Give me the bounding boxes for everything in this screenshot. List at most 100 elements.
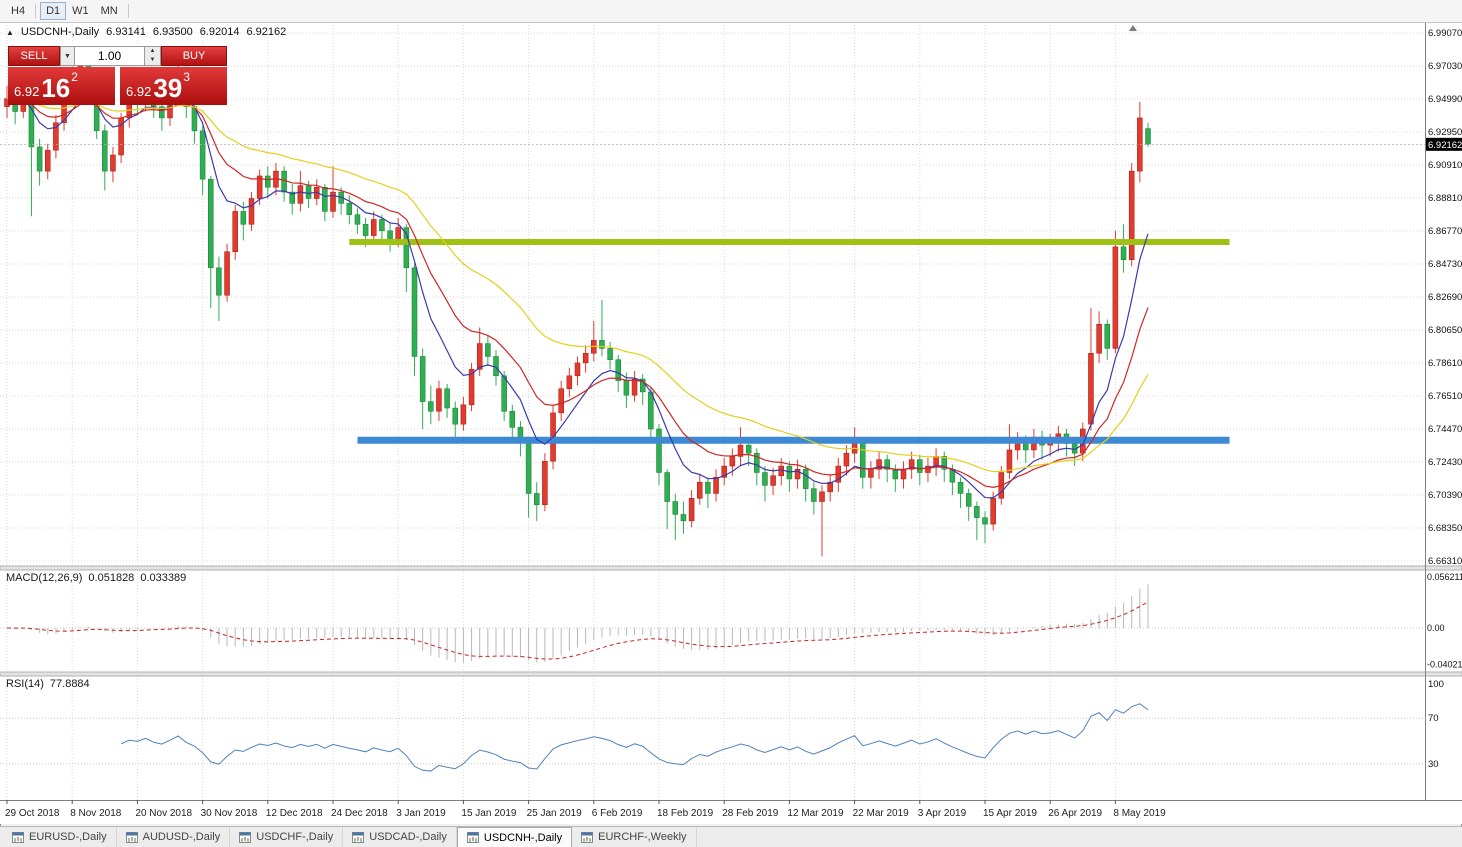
date-label: 12 Dec 2018 [266,808,323,819]
date-label: 12 Mar 2019 [787,808,844,819]
price-axis-label: 6.99070 [1428,28,1462,39]
macd-signal-value: 0.033389 [140,572,187,584]
tab-label: USDCNH-,Daily [483,831,563,844]
date-label: 8 Nov 2018 [70,808,122,819]
chart-background [0,22,1462,824]
ohlc-high: 6.93500 [152,26,193,38]
macd-pane-title: MACD(12,26,9) 0.051828 0.033389 [6,572,186,584]
date-label: 24 Dec 2018 [331,808,388,819]
ohlc-open: 6.93141 [106,26,146,38]
date-label: 28 Feb 2019 [722,808,779,819]
stepper-up-icon[interactable]: ▲ [149,48,156,54]
price-axis-label: 6.92950 [1428,127,1462,138]
volume-stepper[interactable]: ▲ ▼ [145,46,161,66]
collapse-trade-panel-icon[interactable]: ▲ [6,27,14,37]
price-axis-label: 6.76510 [1428,391,1462,402]
date-label: 18 Feb 2019 [657,808,714,819]
bid-price-major: 6.92 [14,84,40,99]
rsi-axis-label: 100 [1428,679,1444,690]
date-label: 6 Feb 2019 [592,808,643,819]
date-label: 3 Apr 2019 [918,808,967,819]
chart-icon [352,831,365,843]
price-axis-label: 6.84730 [1428,259,1462,270]
tab-label: AUDUSD-,Daily [142,831,221,843]
volume-input[interactable] [75,46,145,66]
stepper-down-icon[interactable]: ▼ [149,57,156,63]
price-axis-label: 6.97030 [1428,61,1462,72]
buy-button[interactable]: BUY [161,46,227,66]
sell-button[interactable]: SELL [8,46,60,66]
volume-dropdown-button[interactable]: ▼ [60,46,75,66]
chart-tab[interactable]: USDCAD-,Daily [343,827,457,847]
tab-label: EURCHF-,Weekly [598,831,687,843]
date-label: 3 Jan 2019 [396,808,446,819]
ma-medium-red [6,97,1149,489]
buy-price-box[interactable]: 6.92 39 3 [120,67,227,105]
ask-price-point: 3 [183,70,190,84]
chart-tab[interactable]: USDCNH-,Daily [456,827,573,847]
charts-tab-bar: EURUSD-,Daily AUDUSD-,Daily USDCHF-,Daily U… [0,826,1462,847]
macd-signal-line [6,601,1149,660]
macd-axis-label: 0.00 [1427,623,1445,633]
bid-price-point: 2 [71,70,78,84]
rsi-line [120,703,1149,772]
rsi-pane-title: RSI(14) 77.8884 [6,678,90,690]
tab-label: USDCHF-,Daily [256,831,334,843]
symbol-title: USDCNH-,Daily [20,26,100,38]
date-label: 15 Jan 2019 [461,808,516,819]
last-bar-marker [1129,25,1137,31]
timeframe-button-d1[interactable]: D1 [40,2,67,20]
chart-tab[interactable]: AUDUSD-,Daily [117,827,231,847]
chart-tab[interactable]: EURCHF-,Weekly [572,827,697,847]
date-label: 20 Nov 2018 [135,808,192,819]
chevron-down-icon: ▼ [64,52,71,60]
chart-icon [466,832,479,843]
rsi-indicator-name: RSI(14) [6,678,44,690]
pane-splitter[interactable] [0,565,1462,571]
date-label: 29 Oct 2018 [5,808,60,819]
date-label: 26 Apr 2019 [1048,808,1102,819]
price-axis-label: 6.82690 [1428,292,1462,303]
timeframe-button-mn[interactable]: MN [95,2,124,20]
chart-icon [125,831,138,843]
rsi-axis-label: 70 [1428,713,1439,724]
price-axis-label: 6.72430 [1428,457,1462,468]
price-axis-label: 6.78610 [1428,358,1462,369]
date-label: 30 Nov 2018 [201,808,258,819]
macd-axis-label: -0.040218 [1427,660,1462,670]
chart-tab[interactable]: USDCHF-,Daily [230,827,344,847]
timeframe-toolbar: H4 D1 W1 MN [0,0,1462,23]
symbol-ohlc-line: ▲ USDCNH-,Daily 6.93141 6.93500 6.92014 … [6,26,286,38]
current-price-tag [1426,137,1462,151]
chart-icon [581,831,594,843]
price-axis[interactable]: 6.99070 6.97030 6.94990 6.92950 6.90910 6.888… [1428,28,1462,567]
price-axis-label: 6.66310 [1428,556,1462,567]
sell-price-box[interactable]: 6.92 16 2 [8,67,115,105]
date-label: 15 Apr 2019 [983,808,1037,819]
macd-axis-label: 0.056211 [1427,572,1462,582]
pane-splitter[interactable] [0,671,1462,677]
price-axis-label: 6.68350 [1428,523,1462,534]
current-price-tag-label: 6.92162 [1428,140,1462,151]
date-axis[interactable]: 29 Oct 2018 8 Nov 2018 20 Nov 2018 30 Nov 2… [5,800,1166,819]
chart-tab[interactable]: EURUSD-,Daily [3,827,117,847]
toolbar-separator [35,4,37,18]
tab-label: EURUSD-,Daily [29,831,107,843]
macd-indicator-name: MACD(12,26,9) [6,572,83,584]
chart-icon [239,831,252,843]
timeframe-button-w1[interactable]: W1 [66,2,95,20]
macd-main-value: 0.051828 [88,572,135,584]
price-axis-label: 6.70390 [1428,490,1462,501]
timeframe-button-h4[interactable]: H4 [5,2,31,20]
price-axis-label: 6.74470 [1428,424,1462,435]
price-axis-label: 6.88810 [1428,193,1462,204]
bid-price-pips: 16 [41,73,71,103]
price-axis-label: 6.80650 [1428,325,1462,336]
ask-price-pips: 39 [153,73,183,103]
ma-fast-blue [6,95,1149,499]
rsi-axis-label: 30 [1428,759,1439,770]
date-label: 22 Mar 2019 [853,808,910,819]
